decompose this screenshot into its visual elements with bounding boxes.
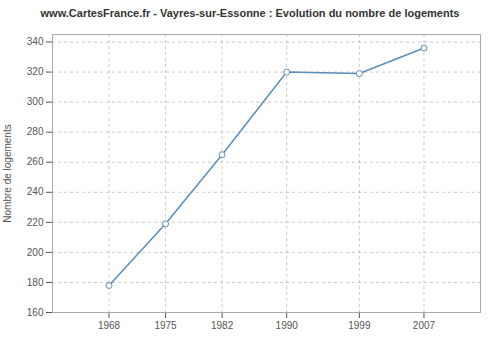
svg-text:220: 220: [27, 217, 44, 228]
svg-text:280: 280: [27, 126, 44, 137]
svg-text:180: 180: [27, 277, 44, 288]
svg-text:Nombre de logements: Nombre de logements: [2, 124, 13, 222]
svg-text:1968: 1968: [98, 320, 121, 331]
svg-text:260: 260: [27, 156, 44, 167]
svg-text:2007: 2007: [413, 320, 436, 331]
svg-text:1999: 1999: [348, 320, 371, 331]
svg-text:240: 240: [27, 186, 44, 197]
svg-text:1975: 1975: [154, 320, 177, 331]
svg-text:340: 340: [27, 36, 44, 47]
svg-text:1982: 1982: [211, 320, 234, 331]
svg-text:160: 160: [27, 307, 44, 318]
svg-text:200: 200: [27, 247, 44, 258]
svg-text:1990: 1990: [276, 320, 299, 331]
svg-text:300: 300: [27, 96, 44, 107]
svg-text:320: 320: [27, 66, 44, 77]
html-text:www.CartesFrance.fr - Vayres-s: www.CartesFrance.fr - Vayres-sur-Essonne…: [40, 7, 460, 19]
